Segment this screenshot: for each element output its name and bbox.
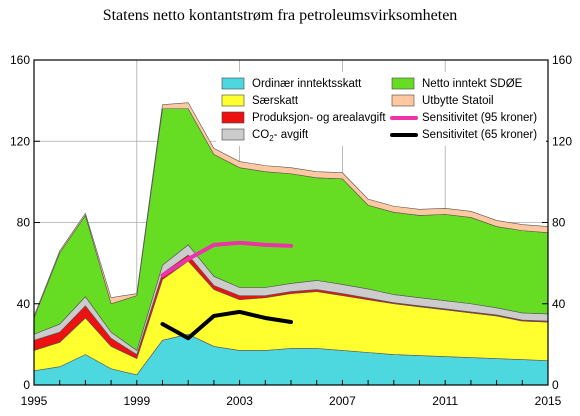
y-tick-label-left: 160 (10, 53, 30, 67)
y-tick-label-right: 40 (552, 297, 566, 311)
legend-label-legend_right-3: Sensitivitet (65 kroner) (422, 129, 537, 141)
x-tick-label: 1995 (21, 394, 48, 408)
legend-label-legend_left-3: CO2- avgift (252, 129, 309, 143)
legend-label-main: Produksjon- og arealavgift (252, 112, 386, 124)
legend-background (216, 72, 546, 146)
stacked-areas (33, 102, 549, 386)
x-tick-label: 2003 (226, 394, 253, 408)
legend-label-legend_right-1: Utbytte Statoil (422, 95, 494, 107)
x-tick-label: 1999 (123, 394, 150, 408)
line-series-0 (160, 240, 293, 278)
legend-label-main: Netto inntekt SDØE (422, 78, 523, 90)
x-tick-label: 2015 (535, 394, 562, 408)
legend-label-main: CO (252, 129, 269, 141)
legend-label-sub: 2 (269, 134, 274, 143)
legend-label-main: Sensitivitet (95 kroner) (422, 112, 537, 124)
legend-label-main: Ordinær inntektsskatt (252, 78, 362, 90)
y-tick-label-right: 80 (552, 216, 566, 230)
y-tick-label-left: 80 (17, 216, 31, 230)
legend-label-legend_right-2: Sensitivitet (95 kroner) (422, 112, 537, 124)
legend-swatch-legend_left-1 (221, 94, 245, 107)
line-series-1 (160, 309, 293, 341)
y-tick-label-left: 120 (10, 134, 30, 148)
legend: Ordinær inntektsskatt Særskatt Produksjon-… (216, 72, 546, 146)
x-tick-label: 2011 (432, 394, 458, 408)
legend-label-legend_left-0: Ordinær inntektsskatt (252, 78, 362, 90)
legend-swatch-legend_right-1 (391, 94, 415, 107)
y-tick-label-left: 0 (23, 378, 30, 392)
legend-label-tail: - avgift (274, 129, 309, 141)
sensitivity-lines (160, 240, 293, 341)
legend-swatch-legend_left-2 (221, 111, 245, 124)
legend-swatch-legend_right-0 (391, 77, 415, 90)
axes: 0 0 40 40 80 80 120 120 160 160 1995 1999 2003 2007 20… (10, 53, 572, 408)
y-tick-label-right: 160 (552, 53, 572, 67)
chart-title: Statens netto kontantstrøm fra petroleum… (103, 7, 458, 24)
y-tick-label-right: 120 (552, 134, 572, 148)
x-tick-label: 2007 (329, 394, 356, 408)
legend-label-legend_right-0: Netto inntekt SDØE (422, 78, 523, 90)
legend-swatch-legend_left-3 (221, 128, 245, 141)
legend-label-main: Særskatt (252, 95, 299, 107)
legend-swatch-legend_left-0 (221, 77, 245, 90)
legend-label-main: Utbytte Statoil (422, 95, 494, 107)
y-tick-label-right: 0 (552, 378, 559, 392)
legend-label-legend_left-1: Særskatt (252, 95, 299, 107)
legend-label-main: Sensitivitet (65 kroner) (422, 129, 537, 141)
y-tick-label-left: 40 (17, 297, 31, 311)
legend-label-legend_left-2: Produksjon- og arealavgift (252, 112, 386, 124)
